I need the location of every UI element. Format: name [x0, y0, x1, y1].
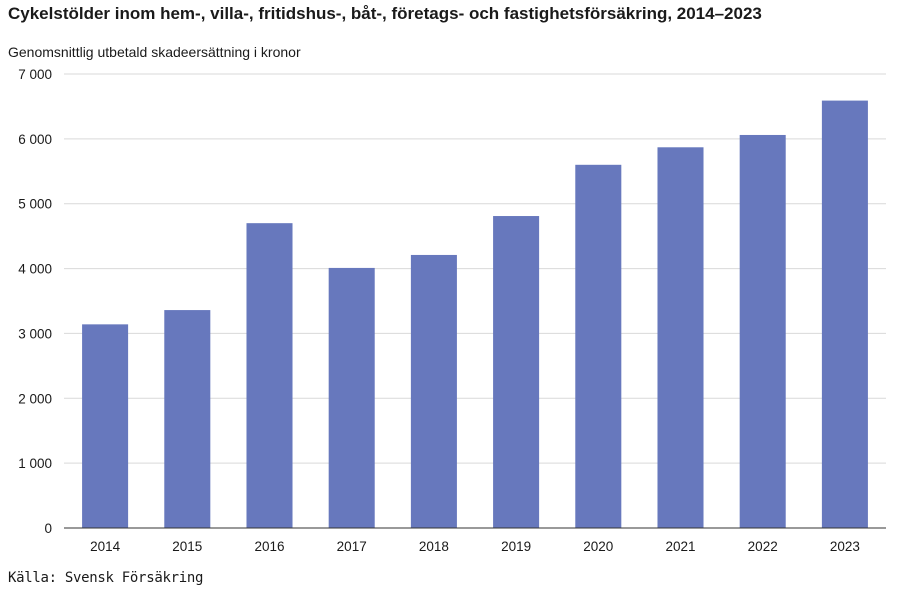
bar-2019	[493, 216, 540, 528]
y-tick-label: 5 000	[18, 197, 52, 212]
y-tick-label: 4 000	[18, 262, 52, 277]
bar-2017	[328, 267, 375, 528]
bar-2018	[410, 254, 457, 529]
y-tick-label: 2 000	[18, 391, 52, 406]
x-tick-label: 2023	[830, 539, 860, 554]
bar-2023	[821, 100, 868, 528]
y-tick-labels: 0 1 000 2 000 3 000 4 000 5 000 6 000 7 000	[18, 67, 52, 536]
y-tick-label: 1 000	[18, 456, 52, 471]
bar-2016	[246, 223, 293, 528]
x-tick-label: 2014	[90, 539, 121, 554]
y-tick-label: 6 000	[18, 132, 52, 147]
bars	[82, 100, 868, 529]
chart-title: Cykelstölder inom hem-, villa-, fritidsh…	[8, 4, 762, 23]
x-tick-label: 2019	[501, 539, 531, 554]
y-tick-label: 0	[44, 521, 52, 536]
y-tick-label: 3 000	[18, 326, 52, 341]
y-tick-label: 7 000	[18, 67, 52, 82]
bar-2021	[657, 147, 704, 528]
x-tick-label: 2020	[583, 539, 613, 554]
x-tick-label: 2015	[172, 539, 202, 554]
x-tick-label: 2016	[254, 539, 284, 554]
x-tick-label: 2018	[419, 539, 449, 554]
x-tick-label: 2017	[337, 539, 367, 554]
x-tick-labels: 2014 2015 2016 2017 2018 2019 2020 2021 2022 2023	[90, 539, 860, 554]
x-tick-label: 2021	[665, 539, 695, 554]
source-note: Källa: Svensk Försäkring	[8, 570, 204, 586]
bar-2020	[575, 164, 622, 529]
bar-2015	[164, 310, 211, 528]
bar-2022	[739, 134, 786, 529]
chart-subtitle: Genomsnittlig utbetald skadeersättning i…	[8, 44, 301, 60]
bar-2014	[82, 324, 129, 528]
x-tick-label: 2022	[748, 539, 778, 554]
